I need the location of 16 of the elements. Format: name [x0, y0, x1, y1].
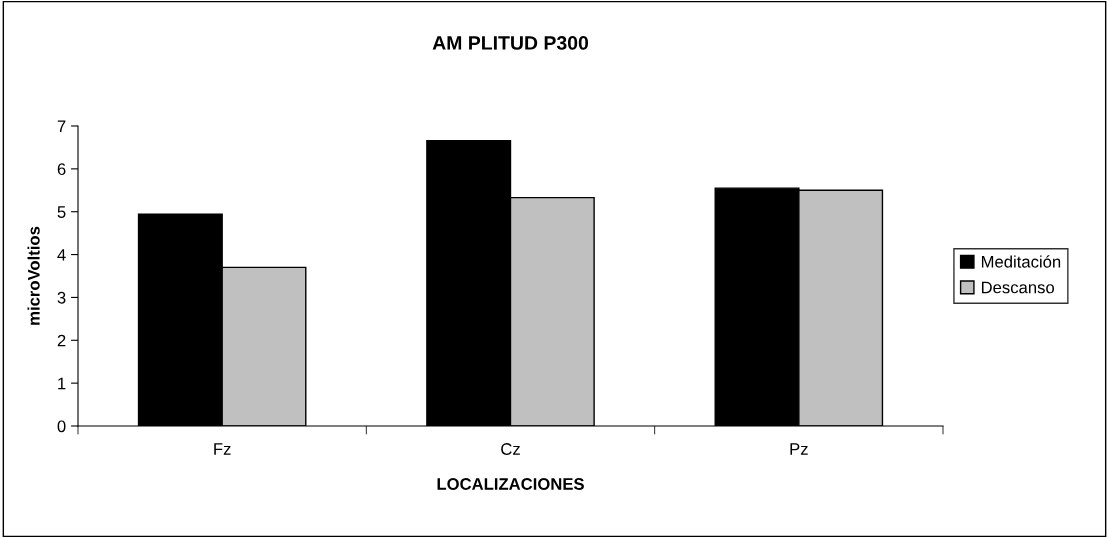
x-tick-label: Cz: [501, 443, 520, 455]
y-tick-label: 5: [57, 206, 66, 218]
y-tick-label: 3: [57, 291, 66, 304]
y-tick-label: 2: [57, 334, 66, 347]
legend-label: Meditación: [981, 255, 1061, 268]
y-tick-label: 4: [57, 249, 66, 261]
y-tick-label: 0: [57, 420, 66, 433]
x-tick-label: Pz: [790, 443, 808, 455]
legend-label: Descanso: [981, 281, 1055, 294]
y-tick-label: 6: [57, 163, 66, 176]
y-axis-title: microVoltios: [27, 226, 40, 325]
x-axis-title: LOCALIZACIONES: [437, 478, 584, 490]
x-tick-label: Fz: [214, 443, 231, 455]
chart-title: AM PLITUD P300: [432, 36, 589, 50]
y-tick-label: 7: [57, 120, 66, 133]
y-tick-label: 1: [58, 377, 66, 390]
